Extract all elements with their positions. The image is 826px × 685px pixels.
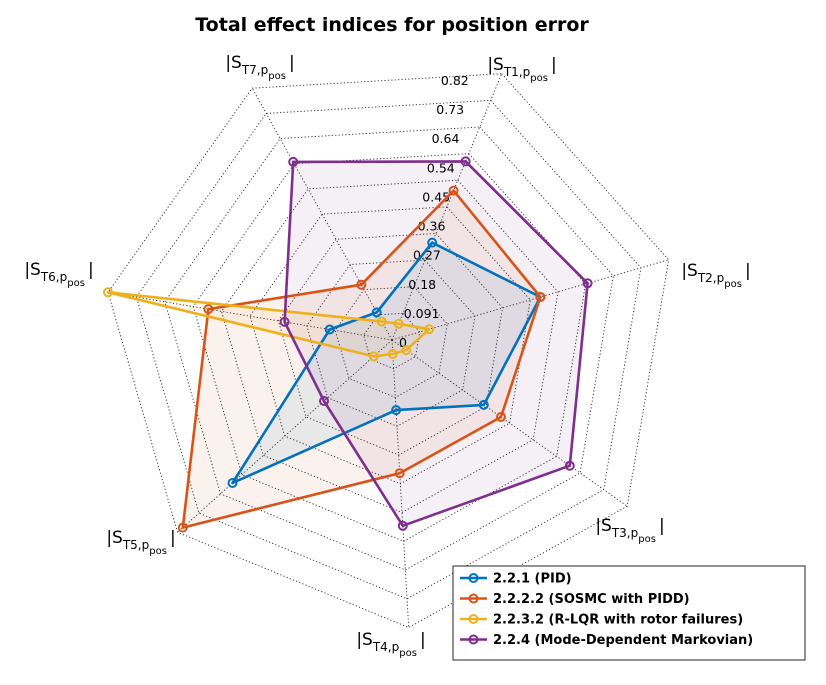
- tick-label: 0.73: [436, 102, 464, 117]
- data-point: [391, 405, 402, 416]
- data-point: [394, 468, 405, 479]
- axis-label: |ST3,ppos|: [595, 516, 664, 545]
- data-point: [319, 396, 329, 406]
- data-point: [582, 278, 593, 289]
- series-line: [181, 189, 542, 529]
- axis-label: |ST5,ppos|: [106, 528, 175, 557]
- data-point: [564, 460, 575, 471]
- tick-label: 0.54: [427, 160, 455, 175]
- data-point: [356, 279, 367, 290]
- data-point: [203, 304, 214, 315]
- axis-labels: |ST1,ppos| |ST2,ppos| |ST3,ppos| |ST4,ppos|…: [24, 53, 750, 659]
- data-point: [401, 345, 412, 356]
- legend-entry: 2.2.1 (PID): [493, 572, 572, 587]
- series-fill: [232, 242, 541, 483]
- axis-label: |ST4,ppos|: [356, 630, 425, 659]
- data-point: [227, 478, 238, 488]
- axis-label: |ST1,ppos|: [487, 55, 556, 84]
- series-line: [106, 290, 431, 358]
- legend-marker: [468, 593, 479, 604]
- tick-label: 0.82: [441, 73, 469, 88]
- data-point: [368, 351, 379, 362]
- grid-ring: [277, 233, 504, 456]
- spoke: [391, 339, 410, 628]
- grid-ring: [334, 286, 448, 398]
- series-fill: [108, 292, 430, 357]
- grid-ring: [306, 259, 476, 427]
- data-point: [279, 316, 290, 327]
- series-line: [283, 160, 589, 528]
- legend-box: [452, 565, 806, 661]
- data-point: [387, 349, 398, 359]
- series-line: [231, 241, 542, 485]
- legend-marker: [468, 614, 479, 624]
- spoke: [177, 339, 393, 533]
- data-point: [324, 324, 335, 335]
- grid-ring: [135, 99, 642, 600]
- radar-grid: [107, 73, 670, 628]
- data-point: [103, 287, 113, 298]
- axis-label: |ST7,ppos|: [225, 53, 294, 82]
- grid-ring: [192, 153, 587, 542]
- tick-label: 0.18: [408, 277, 436, 292]
- spoke: [251, 87, 393, 341]
- legend-marker: [468, 634, 479, 645]
- legend-entry: 2.2.2.2 (SOSMC with PIDD): [493, 592, 690, 607]
- data-point: [424, 324, 435, 335]
- series-lines: [103, 156, 593, 533]
- data-point: [397, 520, 408, 531]
- spoke: [391, 259, 669, 341]
- tick-label: 0.64: [432, 131, 460, 146]
- data-point: [427, 237, 438, 248]
- data-point: [393, 318, 404, 329]
- tick-label: 0.36: [418, 219, 446, 234]
- data-point: [460, 156, 471, 167]
- spoke: [391, 339, 628, 507]
- data-point: [288, 156, 299, 167]
- legend-entry: 2.2.4 (Mode-Dependent Markovian): [493, 633, 753, 648]
- grid-ring: [221, 179, 559, 513]
- series-fill: [284, 161, 588, 526]
- axis-label: |ST2,ppos|: [681, 261, 750, 290]
- tick-label: 0: [399, 335, 407, 350]
- data-point: [448, 185, 459, 196]
- grid-ring: [164, 126, 614, 571]
- legend-entry: 2.2.3.2 (R-LQR with rotor failures): [493, 613, 743, 628]
- spoke: [107, 291, 393, 341]
- tick-label: 0.091: [404, 306, 440, 321]
- data-point: [496, 412, 506, 422]
- data-point: [376, 316, 387, 327]
- legend-marker: [468, 573, 479, 583]
- legend: 2.2.1 (PID) 2.2.2.2 (SOSMC with PIDD) 2.2.…: [452, 565, 806, 661]
- data-point: [535, 292, 546, 302]
- radar-spokes: [107, 73, 669, 628]
- spoke: [391, 73, 503, 341]
- grid-ring: [107, 73, 670, 628]
- chart-title: Total effect indices for position error: [195, 14, 589, 36]
- data-point: [371, 307, 382, 318]
- data-point: [177, 522, 188, 533]
- data-point: [478, 399, 489, 410]
- axis-label: |ST6,ppos|: [24, 260, 93, 289]
